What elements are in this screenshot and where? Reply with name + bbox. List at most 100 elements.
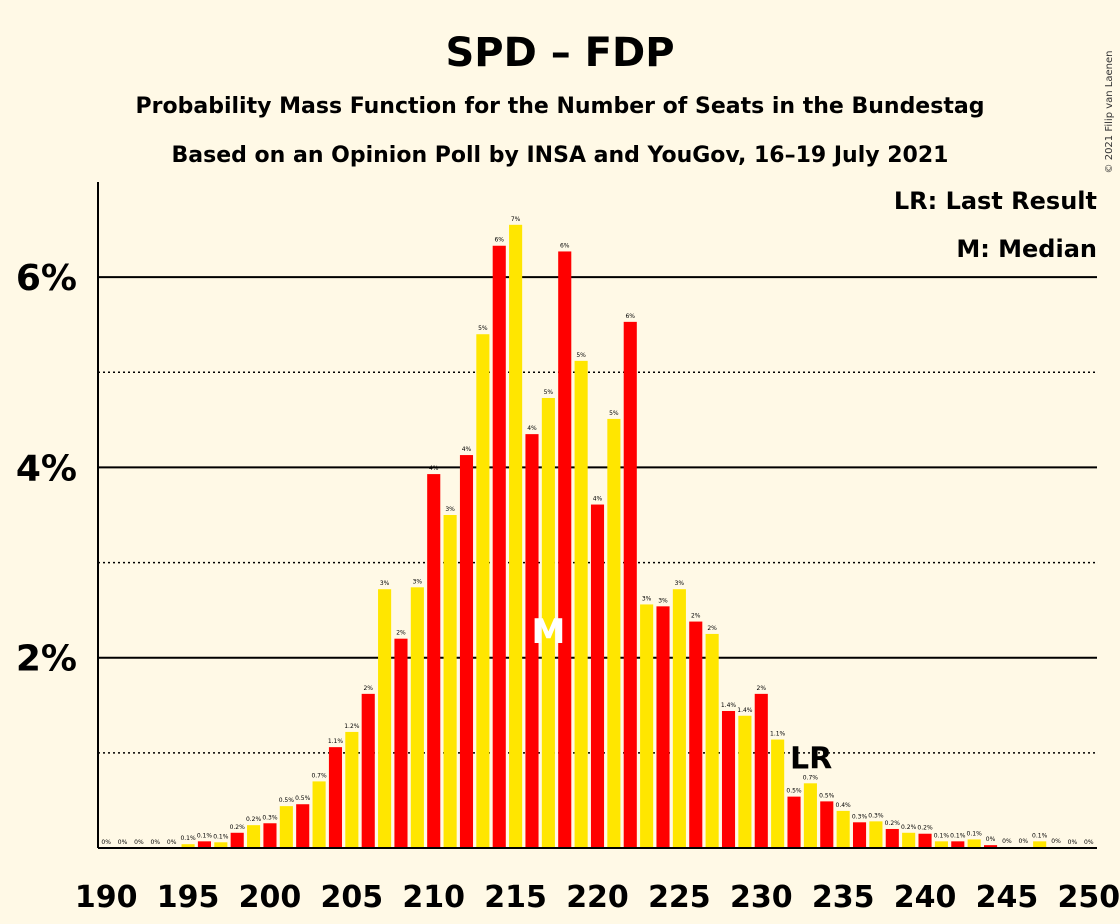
bar-value-label: 0%: [134, 839, 144, 846]
bar-value-label: 4%: [527, 425, 537, 432]
bar-value-label: 0.5%: [295, 795, 311, 802]
bar: [197, 841, 212, 848]
x-tick-label: 205: [321, 880, 384, 915]
bar-value-label: 0.3%: [852, 813, 868, 820]
bar-value-label: 5%: [544, 389, 554, 396]
bar: [623, 321, 637, 848]
axes: 2% 4% 6% 190 195 200 205 210 215 220 225 230 235 240 2…: [16, 182, 1120, 915]
bar: [263, 823, 277, 848]
bar: [754, 693, 768, 848]
bar: [656, 606, 670, 848]
bar: [836, 810, 850, 848]
bar-value-label: 0%: [1019, 838, 1029, 845]
bar-value-label: 6%: [494, 237, 504, 244]
bar: [787, 796, 801, 848]
chart-title: SPD – FDP: [445, 30, 674, 76]
copyright-note: © 2021 Filip van Laenen: [1104, 51, 1115, 174]
bar: [525, 434, 539, 848]
bar: [427, 474, 441, 848]
bar: [279, 806, 293, 848]
bar-value-label: 1.4%: [737, 707, 753, 714]
bar-value-label: 0.3%: [262, 814, 278, 821]
bar: [312, 781, 326, 848]
x-tick-label: 210: [402, 880, 465, 915]
bar-value-label: 0%: [1002, 838, 1012, 845]
bar-value-label: 3%: [675, 580, 685, 587]
grid-lines: [98, 276, 1097, 754]
bar-value-label: 0.2%: [917, 825, 933, 832]
last-result-marker: LR: [790, 742, 832, 777]
bar-value-label: 0.2%: [246, 816, 262, 823]
bar: [689, 621, 703, 848]
legend-median: M: Median: [956, 235, 1097, 263]
bar-value-label: 0.2%: [230, 824, 246, 831]
x-tick-label: 230: [730, 880, 793, 915]
bar-value-label: 2%: [691, 613, 701, 620]
bar-value-label: 0%: [1084, 839, 1094, 846]
x-tick-label: 200: [239, 880, 302, 915]
bar-value-label: 0.1%: [934, 832, 950, 839]
bar: [1033, 841, 1047, 848]
bar-value-label: 1.2%: [344, 723, 360, 730]
bar-value-label: 5%: [609, 410, 619, 417]
bar-value-label: 0.3%: [868, 812, 884, 819]
bar: [803, 783, 817, 848]
bar-value-label: 0.1%: [180, 835, 196, 842]
bar-value-label: 4%: [462, 446, 472, 453]
bar: [558, 251, 572, 848]
chart-subtitle-2: Based on an Opinion Poll by INSA and You…: [172, 143, 949, 168]
y-tick-label: 4%: [16, 448, 77, 489]
bar: [214, 842, 228, 848]
bar-value-label: 0.1%: [1032, 832, 1048, 839]
bar-value-label: 0%: [118, 839, 128, 846]
bar: [410, 587, 424, 848]
bar: [934, 841, 948, 848]
bar: [459, 455, 474, 848]
bar: [590, 504, 605, 848]
x-tick-label: 240: [894, 880, 957, 915]
bar: [345, 731, 359, 848]
bar-value-label: 3%: [445, 506, 455, 513]
bar-value-label: 2%: [757, 685, 767, 692]
x-tick-label: 215: [484, 880, 547, 915]
bar-value-label: 2%: [707, 625, 717, 632]
bar: [721, 710, 736, 848]
bar-labels: 0% 0% 0% 0% 0%0.1% 0.1% 0.1%0.2%0.2% 0.3%0.5% 0.…: [101, 216, 1093, 846]
bar-value-label: 3%: [413, 578, 423, 585]
bar: [672, 589, 686, 848]
bar-value-label: 0.5%: [819, 792, 835, 799]
bar-value-label: 0.1%: [950, 832, 966, 839]
bar: [492, 245, 506, 848]
bar-value-label: 6%: [625, 313, 635, 320]
x-tick-label: 190: [75, 880, 138, 915]
bar-value-label: 0%: [1051, 838, 1061, 845]
x-tick-label: 235: [812, 880, 875, 915]
bar: [181, 844, 195, 848]
bar: [902, 832, 916, 848]
bar: [443, 515, 457, 848]
bar-value-label: 1.4%: [721, 702, 737, 709]
bar-value-label: 0.1%: [197, 832, 213, 839]
bar-value-label: 0.5%: [786, 788, 802, 795]
bar-value-label: 1.1%: [770, 731, 786, 738]
bar-value-label: 0.1%: [967, 830, 983, 837]
bar: [378, 589, 392, 848]
bar-value-label: 0.5%: [279, 797, 295, 804]
bar: [852, 822, 867, 848]
bar: [394, 638, 408, 848]
bar: [771, 739, 785, 848]
bar: [230, 832, 244, 848]
bar-value-label: 1.1%: [328, 738, 344, 745]
bar-value-label: 4%: [593, 496, 603, 503]
bar: [885, 828, 899, 848]
bar: [509, 224, 523, 849]
bar-value-label: 2%: [363, 685, 373, 692]
bar-value-label: 0%: [1068, 839, 1078, 846]
bars: [181, 224, 1063, 849]
bar-value-label: 0%: [101, 839, 111, 846]
bar: [967, 839, 981, 848]
bar: [247, 825, 261, 848]
bar-value-label: 0%: [167, 839, 177, 846]
bar: [820, 801, 834, 848]
